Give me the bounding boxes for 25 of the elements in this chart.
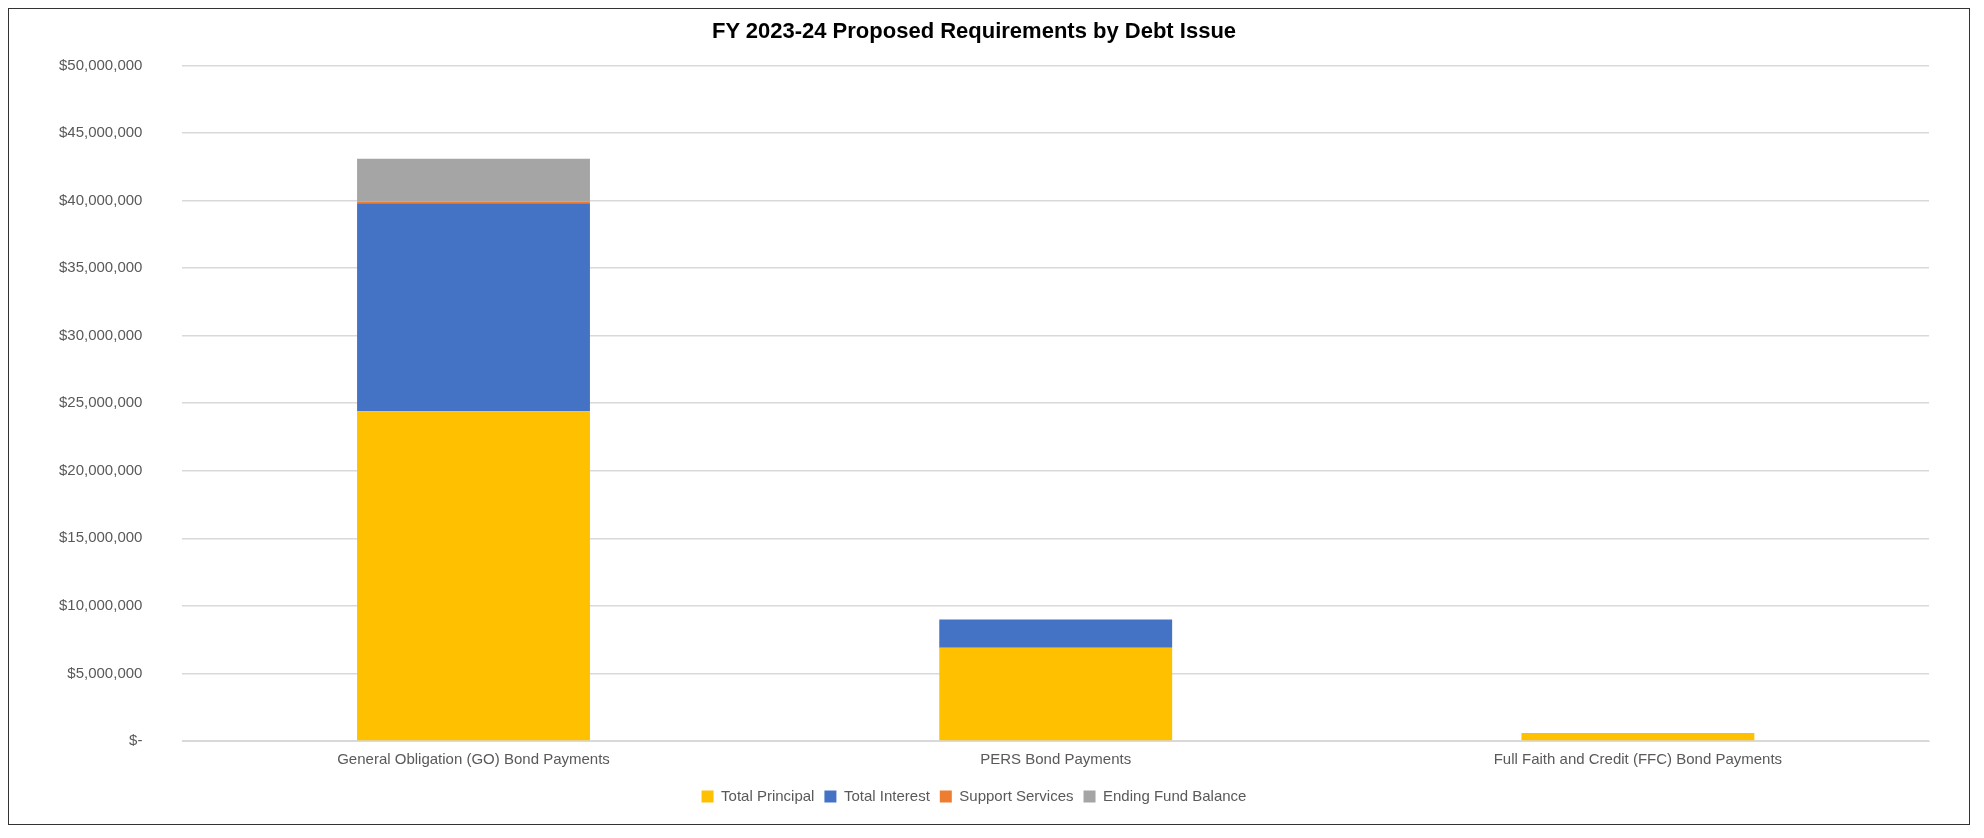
y-tick-label: $40,000,000 <box>58 190 143 208</box>
bar <box>1521 732 1755 741</box>
y-tick-label: $20,000,000 <box>58 460 143 478</box>
x-tick-label: PERS Bond Payments <box>980 750 1132 768</box>
y-tick-label: $5,000,000 <box>67 663 143 681</box>
bar <box>939 619 1173 648</box>
legend-label: Total Principal <box>721 786 815 804</box>
legend-label: Support Services <box>959 786 1074 804</box>
y-tick-label: $- <box>129 731 143 749</box>
y-tick-label: $30,000,000 <box>58 325 143 343</box>
y-tick-label: $45,000,000 <box>58 123 143 141</box>
bar <box>357 411 590 741</box>
x-tick-label: General Obligation (GO) Bond Payments <box>337 750 610 768</box>
legend-label: Ending Fund Balance <box>1103 786 1247 804</box>
x-tick-label: Full Faith and Credit (FFC) Bond Payments <box>1493 750 1783 768</box>
y-tick-label: $50,000,000 <box>58 55 143 73</box>
chart-title: FY 2023-24 Proposed Requirements by Debt Issue <box>711 18 1237 44</box>
y-tick-label: $25,000,000 <box>58 393 143 411</box>
y-tick-label: $35,000,000 <box>58 258 143 276</box>
y-tick-label: $15,000,000 <box>58 528 143 546</box>
bar <box>939 647 1173 741</box>
bar <box>357 158 590 202</box>
legend-label: Total Interest <box>843 786 931 804</box>
y-tick-label: $10,000,000 <box>58 596 143 614</box>
bar <box>357 203 590 412</box>
